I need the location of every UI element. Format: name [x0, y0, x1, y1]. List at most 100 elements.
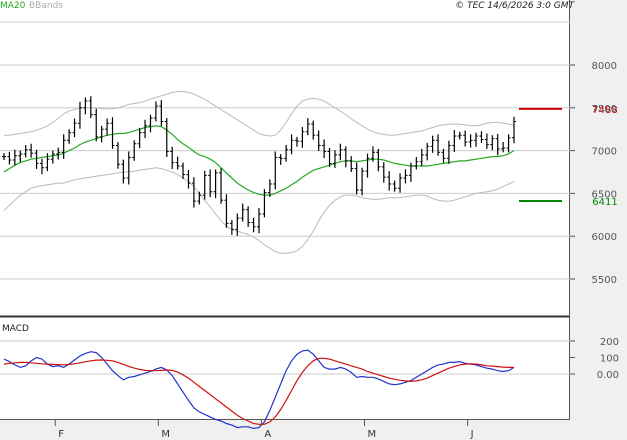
- copyright-text: © TEC 14/6/2026 3:0 GMT: [455, 1, 575, 11]
- price-bar: [278, 154, 283, 165]
- price-bar: [360, 167, 365, 196]
- macd-tick-label: 200: [600, 337, 619, 348]
- price-bar: [446, 140, 451, 164]
- price-bar: [175, 156, 180, 170]
- price-bar: [67, 129, 72, 144]
- bband-upper-line: [4, 91, 515, 137]
- price-bar: [506, 134, 511, 153]
- price-bar: [126, 151, 131, 185]
- price-bar: [338, 143, 343, 161]
- price-bar: [219, 168, 224, 204]
- price-bar: [164, 118, 169, 157]
- price-bar: [332, 150, 337, 168]
- price-bar: [72, 118, 77, 138]
- price-bar: [452, 130, 457, 152]
- time-tick-label: A: [264, 429, 271, 440]
- price-bar: [468, 134, 473, 148]
- price-bar: [267, 179, 272, 197]
- price-tick-label: 5500: [592, 275, 617, 286]
- price-bar: [457, 131, 462, 140]
- price-bar: [61, 134, 66, 159]
- price-bar: [436, 134, 441, 156]
- price-bar: [365, 153, 370, 178]
- bollinger-bands: [3, 91, 515, 254]
- price-tick-label: 7500: [592, 104, 617, 115]
- price-bar: [305, 118, 310, 136]
- price-tick-label: 6500: [592, 189, 617, 200]
- price-bar: [381, 162, 386, 183]
- price-bar: [229, 219, 234, 235]
- price-bar: [387, 171, 392, 191]
- right-axis-background: [570, 0, 627, 440]
- price-bar: [105, 118, 110, 136]
- price-bar: [191, 177, 196, 208]
- price-bar: [110, 117, 115, 149]
- price-bar: [316, 130, 321, 151]
- price-bar: [23, 145, 28, 158]
- time-tick-label: F: [58, 429, 64, 440]
- price-bar: [115, 142, 120, 169]
- macd-panel: [0, 318, 570, 420]
- signal-series-line: [3, 357, 514, 425]
- price-bar: [311, 120, 316, 140]
- price-bar: [398, 173, 403, 193]
- legend-ma20: MA20: [0, 1, 26, 11]
- price-bar: [484, 133, 489, 150]
- price-bar: [419, 148, 424, 167]
- time-tick-label: M: [161, 429, 170, 440]
- price-bar: [273, 151, 278, 190]
- price-bar: [77, 101, 82, 129]
- price-bar: [18, 150, 23, 163]
- price-bar: [208, 169, 213, 198]
- price-bar: [83, 97, 88, 115]
- price-bar: [50, 150, 55, 164]
- price-bar: [441, 148, 446, 163]
- price-bar: [137, 127, 142, 149]
- price-bar: [474, 132, 479, 147]
- price-bar: [300, 127, 305, 148]
- legend-bbands: BBands: [29, 1, 63, 11]
- bottom-axis-background: [0, 420, 570, 440]
- price-levels: 7488 6411: [519, 102, 619, 208]
- price-bar: [121, 159, 126, 184]
- price-bar: [186, 169, 191, 189]
- price-bar: [2, 153, 6, 161]
- price-bar: [94, 108, 99, 142]
- price-bar: [213, 169, 218, 199]
- price-bar: [99, 125, 104, 143]
- price-bar: [463, 130, 468, 147]
- macd-axis-ticks: 200 100 0.00: [570, 337, 619, 381]
- price-panel: [0, 0, 570, 315]
- price-bar: [262, 189, 267, 218]
- price-bar: [327, 148, 332, 167]
- ma20-line: [3, 125, 515, 196]
- price-bar: [354, 162, 359, 195]
- price-bar: [181, 162, 186, 180]
- time-tick-label: M: [368, 429, 377, 440]
- price-bar: [376, 148, 381, 172]
- price-bar: [240, 203, 245, 222]
- price-bar: [39, 158, 44, 175]
- price-bar: [495, 133, 500, 156]
- price-bar: [7, 151, 12, 165]
- price-tick-label: 6000: [592, 232, 617, 243]
- macd-tick-label: 0.00: [597, 370, 619, 381]
- price-bar: [425, 142, 430, 161]
- price-bar: [45, 153, 50, 172]
- price-bar: [197, 191, 202, 205]
- price-bar: [224, 194, 229, 228]
- support-label-bg: [591, 195, 619, 208]
- price-bar: [235, 213, 240, 236]
- price-bar: [343, 146, 348, 168]
- price-bar: [408, 162, 413, 182]
- price-bar: [132, 140, 137, 161]
- price-bar: [29, 143, 34, 158]
- price-bar: [403, 169, 408, 184]
- price-bar: [289, 134, 294, 155]
- price-bar: [34, 149, 39, 169]
- support-label: 6411: [592, 197, 617, 208]
- price-bar: [12, 149, 17, 166]
- macd-tick-label: 100: [600, 354, 619, 365]
